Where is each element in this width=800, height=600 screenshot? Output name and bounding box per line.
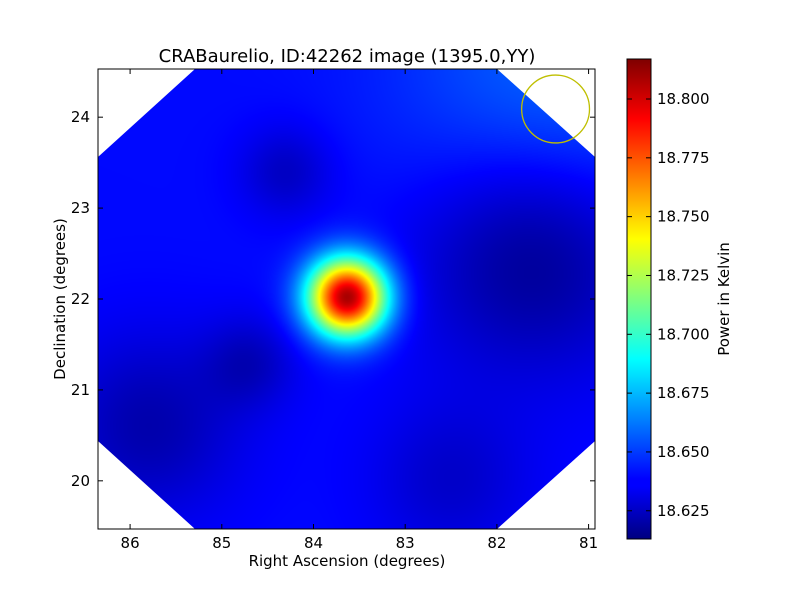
colorbar-tick-label: 18.725	[657, 266, 710, 284]
beam-circle	[520, 74, 591, 144]
y-tick-label: 23	[71, 199, 90, 217]
x-tick-label: 85	[212, 534, 231, 552]
colorbar-tick-label: 18.675	[657, 384, 710, 402]
x-tick-label: 86	[121, 534, 140, 552]
heatmap-canvas	[98, 69, 595, 529]
y-tick-label: 24	[71, 108, 90, 126]
colorbar: 18.625 18.650 18.675 18.700 18.725 18.750 18.7…	[626, 58, 733, 540]
colorbar-gradient	[627, 59, 651, 539]
colorbar-tick-label: 18.775	[657, 149, 710, 167]
colorbar-frame	[626, 58, 652, 540]
x-axis-label: Right Ascension (degrees)	[249, 552, 446, 570]
x-tick-label: 83	[396, 534, 415, 552]
colorbar-tick-label: 18.750	[657, 208, 710, 226]
y-axis-ticks: 20 21 22 23 24	[71, 108, 595, 490]
chart-title: CRABaurelio, ID:42262 image (1395.0,YY)	[159, 46, 536, 67]
x-tick-label: 81	[579, 534, 598, 552]
colorbar-ticks: 18.625 18.650 18.675 18.700 18.725 18.750 18.7…	[627, 90, 710, 520]
x-tick-label: 82	[487, 534, 506, 552]
x-axis-ticks: 86 85 84 83 82 81	[121, 69, 598, 552]
colorbar-label: Power in Kelvin	[715, 242, 733, 356]
y-axis-label: Declination (degrees)	[51, 218, 69, 380]
y-tick-label: 20	[71, 472, 90, 490]
colorbar-tick-label: 18.625	[657, 502, 710, 520]
y-tick-label: 21	[71, 381, 90, 399]
y-tick-label: 22	[71, 290, 90, 308]
colorbar-tick-label: 18.650	[657, 443, 710, 461]
colorbar-tick-label: 18.800	[657, 90, 710, 108]
x-tick-label: 84	[304, 534, 323, 552]
colorbar-tick-label: 18.700	[657, 325, 710, 343]
heatmap	[98, 69, 595, 529]
